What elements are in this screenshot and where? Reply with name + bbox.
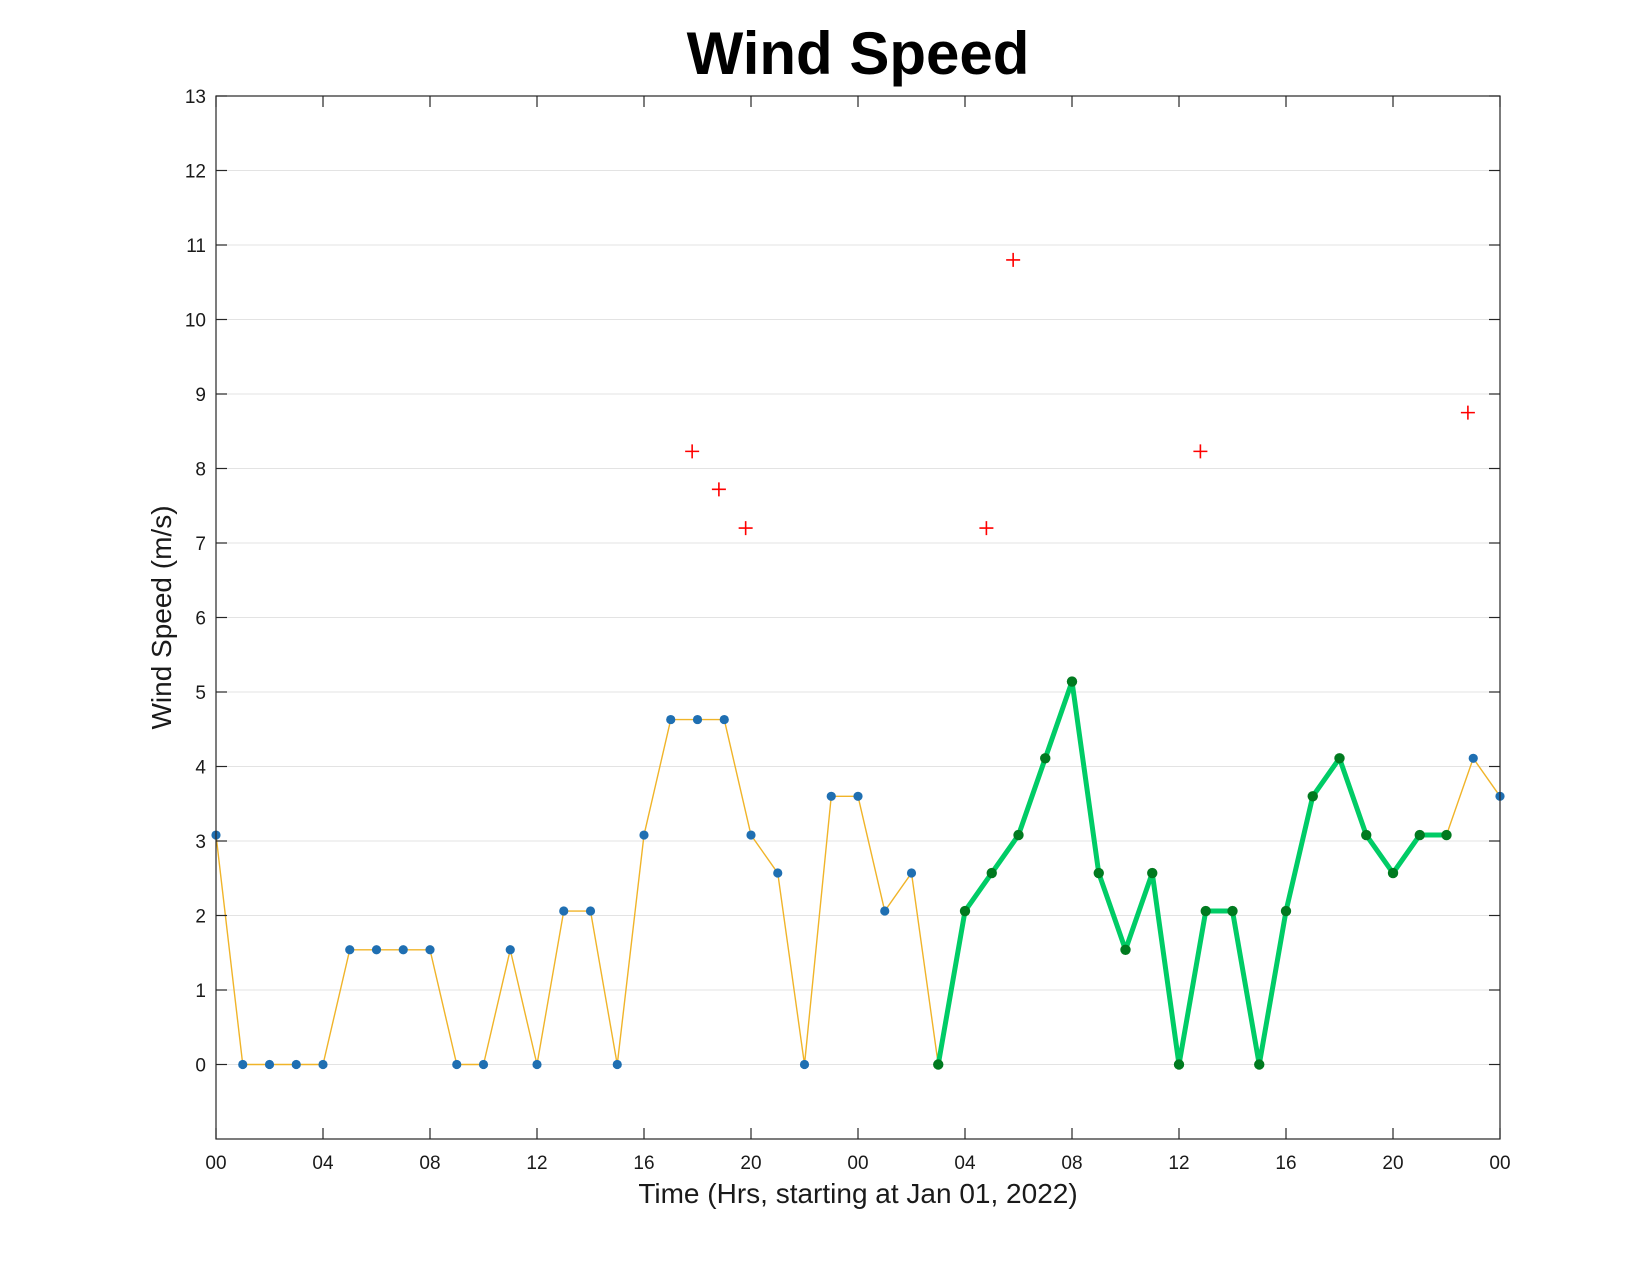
highlight-series-point: [933, 1059, 944, 1070]
highlight-series-point: [1120, 944, 1131, 955]
raw-series-point: [505, 945, 515, 955]
highlight-series-point: [1040, 753, 1051, 764]
highlight-series-point: [1441, 829, 1452, 841]
highlight-series-point: [1173, 1059, 1185, 1070]
y-tick-label: 1: [195, 981, 206, 1002]
raw-series-point: [345, 945, 355, 955]
raw-series-point: [612, 1059, 622, 1070]
raw-series-point: [291, 1059, 301, 1070]
x-tick-label: 04: [954, 1153, 976, 1174]
raw-series-point: [318, 1059, 328, 1070]
raw-series-point: [585, 906, 596, 916]
raw-series-point: [853, 791, 863, 801]
highlight-series-point: [986, 867, 997, 879]
raw-series-point: [639, 830, 649, 840]
outlier-plus-marker: [738, 521, 753, 536]
raw-series-point: [238, 1059, 248, 1070]
y-tick-label: 4: [195, 758, 206, 779]
highlight-series-point: [1334, 753, 1345, 764]
x-tick-label: 20: [740, 1153, 761, 1174]
outlier-plus-marker: [1193, 444, 1208, 459]
y-axis-label: Wind Speed (m/s): [146, 505, 177, 729]
y-tick-label: 13: [185, 87, 206, 108]
x-tick-label: 00: [1489, 1153, 1510, 1174]
highlight-series-point: [959, 905, 971, 917]
outlier-plus-marker: [979, 521, 994, 536]
x-tick-label: 04: [312, 1153, 334, 1174]
highlight-series-point: [1361, 829, 1372, 841]
x-tick-label: 00: [847, 1153, 868, 1174]
y-tick-label: 0: [195, 1056, 206, 1077]
y-tick-label: 10: [185, 311, 206, 332]
highlight-series-point: [1093, 867, 1104, 879]
outlier-plus-marker: [685, 444, 700, 459]
raw-series-point: [478, 1059, 489, 1070]
highlight-series-line: [935, 679, 1449, 1067]
x-tick-label: 12: [1168, 1153, 1189, 1174]
x-tick-label: 16: [1275, 1153, 1296, 1174]
raw-series-point: [1468, 753, 1478, 763]
raw-series-point: [692, 714, 703, 725]
highlight-series-point: [1227, 905, 1238, 917]
x-tick-label: 12: [526, 1153, 547, 1174]
y-tick-label: 9: [195, 385, 206, 406]
highlight-series-point: [1013, 829, 1024, 841]
raw-series-point: [719, 714, 729, 725]
x-tick-label: 08: [419, 1153, 440, 1174]
raw-series-point: [264, 1059, 275, 1070]
highlight-series-point: [1066, 676, 1078, 687]
y-tick-label: 2: [195, 907, 206, 928]
raw-series-point: [666, 714, 676, 725]
highlight-series-point: [1387, 867, 1399, 879]
x-tick-label: 08: [1061, 1153, 1082, 1174]
y-tick-label: 3: [195, 832, 206, 853]
raw-series-point: [398, 945, 408, 955]
highlight-series-point: [1414, 829, 1425, 841]
highlight-series-point: [1147, 867, 1158, 879]
highlight-series-point: [1254, 1059, 1265, 1070]
raw-series-point: [425, 945, 435, 955]
raw-series-point: [773, 868, 783, 878]
chart-title: Wind Speed: [687, 20, 1030, 87]
y-tick-label: 6: [195, 609, 206, 630]
raw-series-point: [532, 1059, 542, 1070]
raw-series-point: [880, 906, 890, 916]
x-tick-label: 20: [1382, 1153, 1403, 1174]
x-tick-label: 00: [205, 1153, 226, 1174]
outlier-plus-marker: [711, 482, 726, 497]
y-tick-label: 8: [195, 460, 206, 481]
highlight-series-point: [1200, 905, 1211, 917]
raw-series-line: [215, 680, 1501, 1066]
x-axis-label: Time (Hrs, starting at Jan 01, 2022): [638, 1178, 1077, 1209]
y-tick-label: 7: [195, 534, 206, 555]
gridlines: [216, 170, 1500, 1065]
highlight-series-point: [1280, 905, 1292, 917]
plot-series: [211, 252, 1505, 1070]
outlier-plus-marker: [1006, 252, 1021, 267]
highlight-series-point: [1307, 791, 1318, 802]
x-tick-label: 16: [633, 1153, 654, 1174]
y-tick-label: 12: [185, 162, 206, 183]
raw-series-point: [746, 830, 756, 840]
outlier-plus-marker: [1460, 405, 1475, 420]
raw-series-point: [452, 1059, 462, 1070]
raw-series-point: [906, 868, 917, 878]
raw-series-point: [799, 1059, 810, 1070]
raw-series-point: [371, 945, 382, 955]
raw-series-point: [559, 906, 569, 916]
y-tick-label: 11: [186, 236, 206, 257]
raw-series-point: [826, 791, 836, 801]
y-tick-label: 5: [195, 683, 206, 704]
